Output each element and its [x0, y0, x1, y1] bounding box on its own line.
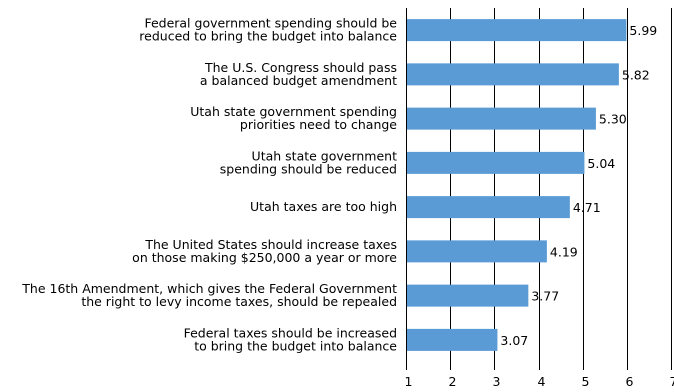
bar-1: [407, 19, 627, 42]
category-label-2: The U.S. Congress should pass a balanced …: [200, 60, 397, 88]
category-label-1: Federal government spending should be red…: [139, 16, 397, 44]
x-axis-ticks: 1 2 3 4 5 6 7: [405, 374, 674, 389]
x-tick-label-4: 4: [538, 374, 546, 389]
category-label-line: The 16th Amendment, which gives the Fede…: [21, 281, 397, 296]
x-tick-label-3: 3: [493, 374, 501, 389]
category-label-7: The 16th Amendment, which gives the Fede…: [21, 281, 397, 309]
category-labels: Federal government spending should be red…: [21, 16, 397, 354]
category-label-3: Utah state government spending priorities…: [190, 104, 397, 132]
x-tick-label-2: 2: [449, 374, 457, 389]
category-label-line: priorities need to change: [240, 117, 397, 132]
category-label-line: The United States should increase taxes: [144, 237, 397, 252]
category-label-5: Utah taxes are too high: [250, 199, 397, 214]
value-labels: 5.99 5.82 5.30 5.04 4.71 4.19 3.77 3.07: [500, 23, 657, 348]
value-label-5: 4.71: [573, 200, 601, 215]
category-label-8: Federal taxes should be increased to brin…: [184, 325, 398, 353]
value-label-1: 5.99: [629, 23, 657, 38]
value-label-7: 3.77: [531, 289, 559, 304]
category-label-line: to bring the budget into balance: [194, 338, 397, 353]
x-tick-label-6: 6: [626, 374, 634, 389]
category-label-line: Federal government spending should be: [144, 16, 397, 31]
value-label-8: 3.07: [500, 333, 528, 348]
gridlines: [406, 8, 672, 370]
category-label-line: spending should be reduced: [220, 161, 397, 176]
bar-2: [407, 63, 619, 86]
category-label-line: a balanced budget amendment: [200, 73, 397, 88]
value-label-2: 5.82: [622, 67, 650, 82]
category-label-line: reduced to bring the budget into balance: [139, 29, 397, 44]
x-tick-label-1: 1: [405, 374, 413, 389]
value-label-3: 5.30: [599, 112, 627, 127]
category-label-line: Utah state government spending: [190, 104, 397, 119]
category-label-line: Utah state government: [252, 148, 398, 163]
bars: [407, 19, 627, 351]
category-label-line: the right to levy income taxes, should b…: [81, 294, 397, 309]
value-label-6: 4.19: [550, 244, 578, 259]
category-label-6: The United States should increase taxes o…: [132, 237, 397, 265]
bar-5: [407, 196, 570, 219]
category-label-line: on those making $250,000 a year or more: [132, 250, 397, 265]
bar-3: [407, 107, 596, 130]
category-label-line: Utah taxes are too high: [250, 199, 397, 214]
category-label-line: Federal taxes should be increased: [184, 325, 397, 340]
bar-6: [407, 240, 547, 263]
bar-7: [407, 284, 529, 307]
bar-8: [407, 328, 498, 351]
x-tick-label-5: 5: [582, 374, 590, 389]
category-label-line: The U.S. Congress should pass: [204, 60, 397, 75]
value-label-4: 5.04: [587, 156, 615, 171]
category-label-4: Utah state government spending should be …: [220, 148, 397, 176]
x-tick-label-7: 7: [670, 374, 674, 389]
bar-4: [407, 151, 585, 174]
